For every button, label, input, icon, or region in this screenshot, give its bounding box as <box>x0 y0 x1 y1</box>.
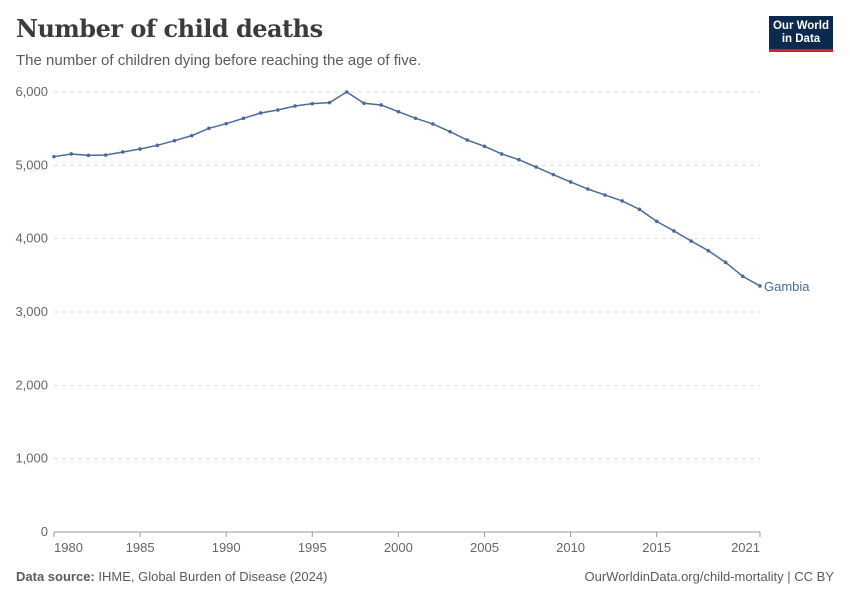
data-point <box>241 116 246 121</box>
data-point <box>654 219 659 224</box>
data-point <box>637 207 642 212</box>
y-tick-label: 2,000 <box>15 377 48 392</box>
data-point <box>103 153 108 157</box>
data-point <box>207 126 211 131</box>
y-tick-label: 0 <box>41 524 48 539</box>
data-point <box>431 122 435 126</box>
data-point <box>689 239 693 243</box>
data-point <box>534 165 538 169</box>
owid-logo[interactable]: Our World in Data <box>769 16 833 52</box>
data-point <box>310 101 315 106</box>
data-point <box>706 248 711 253</box>
series-label: Gambia <box>764 279 810 294</box>
source-label: Data source: <box>16 569 95 584</box>
data-point <box>155 143 160 148</box>
data-point <box>224 121 228 126</box>
data-point <box>586 187 590 191</box>
data-point <box>396 109 401 114</box>
source-text: IHME, Global Burden of Disease (2024) <box>98 569 328 584</box>
data-point <box>258 111 263 115</box>
data-point <box>293 104 297 108</box>
x-tick-label: 1985 <box>126 540 155 555</box>
x-tick-label: 2000 <box>384 540 413 555</box>
data-point <box>568 180 573 184</box>
data-point <box>172 138 177 143</box>
chart-title: Number of child deaths <box>16 14 323 43</box>
data-point <box>672 229 676 233</box>
data-point <box>499 152 504 156</box>
y-tick-label: 1,000 <box>15 451 48 466</box>
source-link[interactable]: OurWorldinData.org/child-mortality | CC … <box>584 569 835 584</box>
data-point <box>189 133 194 138</box>
data-point <box>517 157 521 162</box>
data-point <box>379 103 383 107</box>
data-point <box>482 144 487 149</box>
data-point <box>344 90 349 94</box>
x-tick-label: 1980 <box>54 540 83 555</box>
data-source: Data source: IHME, Global Burden of Dise… <box>16 569 327 584</box>
data-point <box>740 274 745 279</box>
data-point <box>138 147 142 151</box>
data-point <box>362 101 366 106</box>
x-tick-label: 1990 <box>212 540 241 555</box>
x-tick-label: 2010 <box>556 540 585 555</box>
data-point <box>413 116 418 121</box>
x-tick-label: 1995 <box>298 540 327 555</box>
data-point <box>86 153 91 158</box>
data-point <box>327 100 332 105</box>
y-tick-label: 6,000 <box>15 84 48 99</box>
y-tick-label: 3,000 <box>15 304 48 319</box>
data-point <box>276 108 280 112</box>
data-point <box>121 150 125 154</box>
data-point <box>448 129 452 134</box>
y-tick-label: 4,000 <box>15 231 48 246</box>
chart-subtitle: The number of children dying before reac… <box>16 52 422 69</box>
data-point <box>551 172 556 177</box>
data-point <box>603 193 607 197</box>
data-point <box>723 260 728 265</box>
series-line <box>53 91 761 287</box>
data-point <box>758 284 762 288</box>
data-point <box>69 152 74 156</box>
x-tick-label: 2005 <box>470 540 499 555</box>
y-tick-label: 5,000 <box>15 157 48 172</box>
data-point <box>52 154 56 159</box>
x-tick-label: 2021 <box>731 540 760 555</box>
data-point <box>620 199 625 203</box>
data-point <box>465 138 470 142</box>
x-tick-label: 2015 <box>642 540 671 555</box>
